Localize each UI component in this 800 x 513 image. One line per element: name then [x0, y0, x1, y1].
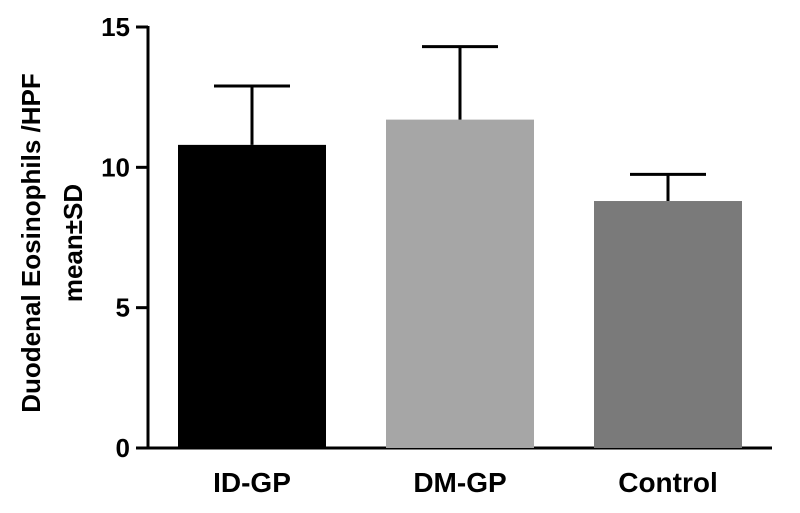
y-tick-label: 0	[116, 433, 130, 463]
y-tick-label: 15	[101, 12, 130, 42]
bars	[178, 45, 742, 449]
bar-control	[594, 201, 742, 448]
x-labels: ID-GP DM-GP Control	[213, 467, 718, 498]
y-ticks: 0 5 10 15	[101, 12, 148, 463]
x-tick-label: Control	[618, 467, 718, 498]
x-tick-label: DM-GP	[413, 467, 506, 498]
y-tick-label: 5	[116, 293, 130, 323]
x-tick-label: ID-GP	[213, 467, 291, 498]
y-axis-title: Duodenal Eosinophils /HPF mean±SD	[16, 73, 88, 412]
bar-id-gp	[178, 144, 326, 448]
bar-dm-gp	[386, 119, 534, 449]
y-axis-title-line1: Duodenal Eosinophils /HPF	[16, 73, 46, 412]
y-tick-label: 10	[101, 152, 130, 182]
y-axis-title-line2: mean±SD	[58, 184, 88, 302]
